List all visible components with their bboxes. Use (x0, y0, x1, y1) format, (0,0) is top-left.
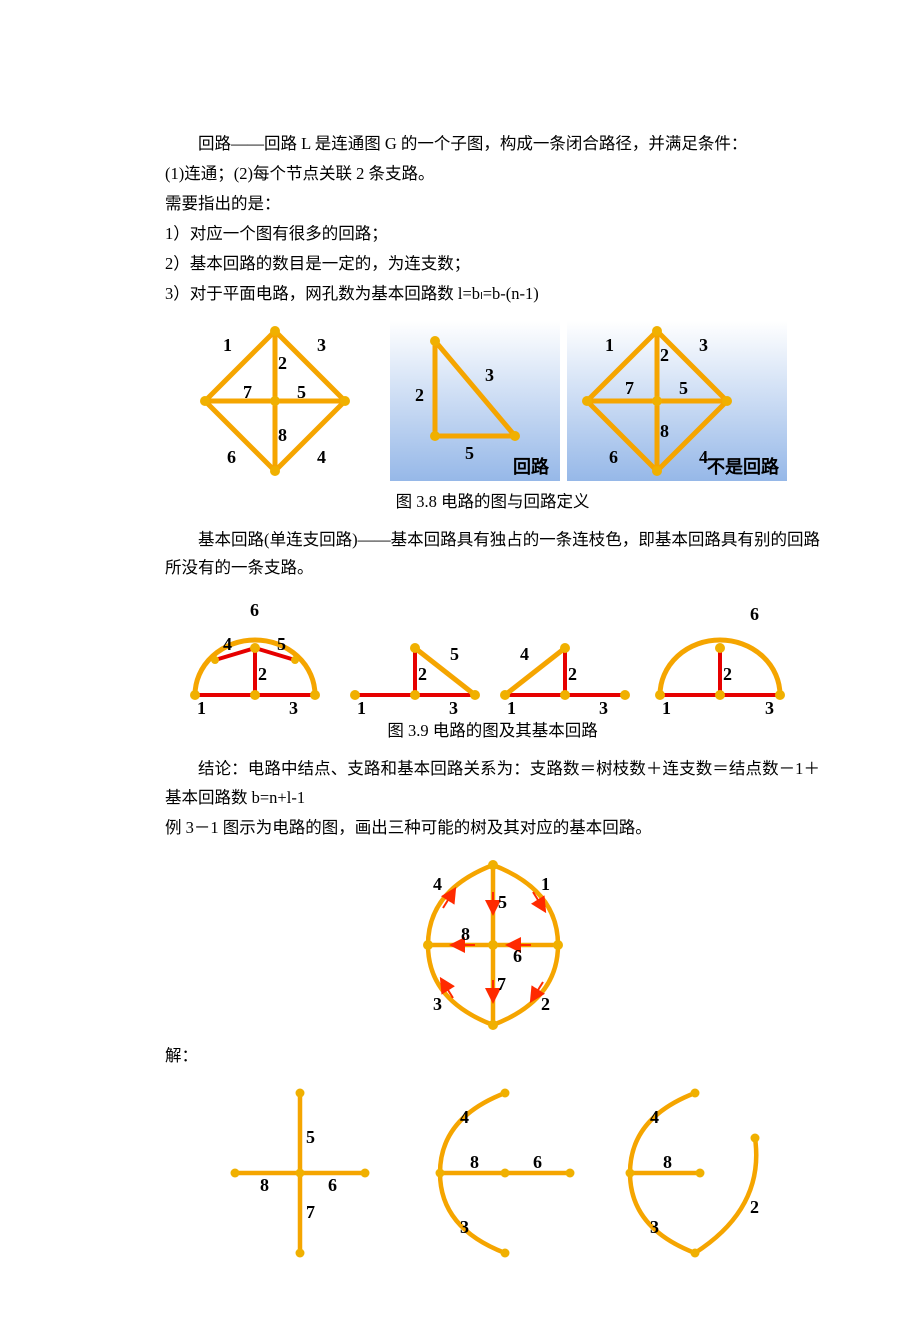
ex31-l7: 7 (497, 974, 506, 994)
figure-3-9: 6 4 5 1 2 3 (165, 590, 820, 715)
fig39-a-5: 5 (277, 634, 286, 654)
fig38-svg: 1 2 3 7 5 6 8 4 (165, 316, 805, 486)
para-example-3-1: 例 3－1 图示为电路的图，画出三种可能的树及其对应的基本回路。 (165, 814, 820, 842)
fig38-p3-caption: 不是回路 (707, 456, 780, 477)
fig38-p1-l8: 8 (278, 425, 287, 445)
fig38-p3-l3: 3 (699, 335, 708, 355)
fig38-p3-l6: 6 (609, 447, 618, 467)
fig38-panel-2: 3 2 5 回路 (390, 321, 560, 481)
fig39-a-1: 1 (197, 698, 206, 715)
fig39-d-3: 3 (765, 698, 774, 715)
fig39-c-1: 1 (507, 698, 516, 715)
fig38-p2-l3: 3 (485, 365, 494, 385)
fig39-a-4: 4 (223, 634, 232, 654)
tree-a-6: 6 (328, 1175, 337, 1195)
fig38-p1-l4: 4 (317, 447, 326, 467)
fig38-p3-l1: 1 (605, 335, 614, 355)
fig38-p3-l8: 8 (660, 421, 669, 441)
fig39-c-4: 4 (520, 644, 529, 664)
fig38-p1-l5: 5 (297, 382, 306, 402)
trees-svg: 5 8 6 7 (165, 1078, 805, 1268)
tree-b-4: 4 (460, 1107, 469, 1127)
fig39-a-2: 2 (258, 664, 267, 684)
ex31-svg: 1 5 4 8 6 3 7 2 (383, 850, 603, 1040)
para-note-1: 1）对应一个图有很多的回路； (165, 220, 820, 248)
tree-c-3: 3 (650, 1217, 659, 1237)
tree-b-3: 3 (460, 1217, 469, 1237)
tree-b-6: 6 (533, 1152, 542, 1172)
para-basic-loop: 基本回路(单连支回路)——基本回路具有独占的一条连枝色，即基本回路具有别的回路所… (165, 526, 820, 582)
fig39-b: 5 1 2 3 (350, 643, 480, 715)
fig38-p1-l3: 3 (317, 335, 326, 355)
para-loop-def: 回路——回路 L 是连通图 G 的一个子图，构成一条闭合路径，并满足条件： (165, 130, 820, 158)
fig39-b-2: 2 (418, 664, 427, 684)
fig38-p3-l5: 5 (679, 378, 688, 398)
fig39-b-1: 1 (357, 698, 366, 715)
ex31-l5: 5 (498, 892, 507, 912)
ex31-l2: 2 (541, 994, 550, 1014)
para-note-intro: 需要指出的是： (165, 190, 820, 218)
caption-3-9: 图 3.9 电路的图及其基本回路 (165, 717, 820, 745)
figure-3-8: 1 2 3 7 5 6 8 4 (165, 316, 820, 486)
fig39-d-6: 6 (750, 604, 759, 624)
fig38-p3-l7: 7 (625, 378, 634, 398)
fig39-b-3: 3 (449, 698, 458, 715)
fig39-d-2: 2 (723, 664, 732, 684)
fig38-p1-l2: 2 (278, 353, 287, 373)
tree-c-8: 8 (663, 1152, 672, 1172)
tree-c: 4 8 3 2 (626, 1088, 760, 1257)
tree-a: 5 8 6 7 (231, 1088, 370, 1257)
ex31-l6: 6 (513, 946, 522, 966)
fig38-panel-1: 1 2 3 7 5 6 8 4 (200, 326, 350, 476)
fig39-c-3: 3 (599, 698, 608, 715)
example-3-1-graph: 1 5 4 8 6 3 7 2 (165, 850, 820, 1040)
fig39-svg: 6 4 5 1 2 3 (165, 590, 805, 715)
fig39-d-1: 1 (662, 698, 671, 715)
tree-a-8: 8 (260, 1175, 269, 1195)
para-note-2: 2）基本回路的数目是一定的，为连支数； (165, 250, 820, 278)
fig38-p1-l6: 6 (227, 447, 236, 467)
para-solution: 解： (165, 1042, 820, 1070)
ex31-l4: 4 (433, 874, 442, 894)
ex31-l3: 3 (433, 994, 442, 1014)
fig38-panel-3: 1 2 3 7 5 6 8 4 不是回路 (567, 321, 787, 481)
fig39-a-6: 6 (250, 600, 259, 620)
fig38-p1-l1: 1 (223, 335, 232, 355)
fig38-p2-l5: 5 (465, 443, 474, 463)
tree-a-7: 7 (306, 1202, 315, 1222)
solution-trees: 5 8 6 7 (165, 1078, 820, 1268)
fig38-p1-l7: 7 (243, 382, 252, 402)
tree-b-8: 8 (470, 1152, 479, 1172)
para-conditions: (1)连通；(2)每个节点关联 2 条支路。 (165, 160, 820, 188)
fig39-b-5: 5 (450, 644, 459, 664)
tree-a-5: 5 (306, 1127, 315, 1147)
para-note-3: 3）对于平面电路，网孔数为基本回路数 l=bₗ=b-(n-1) (165, 280, 820, 308)
fig39-a-3: 3 (289, 698, 298, 715)
ex31-l1: 1 (541, 874, 550, 894)
fig39-d: 6 1 2 3 (655, 604, 785, 715)
fig38-p2-caption: 回路 (513, 456, 550, 477)
fig39-c: 4 1 2 3 (500, 643, 630, 715)
fig38-p2-l2: 2 (415, 385, 424, 405)
tree-b: 4 8 6 3 (436, 1088, 575, 1257)
para-conclusion: 结论：电路中结点、支路和基本回路关系为：支路数＝树枝数＋连支数＝结点数－1＋基本… (165, 755, 820, 811)
tree-c-4: 4 (650, 1107, 659, 1127)
caption-3-8: 图 3.8 电路的图与回路定义 (165, 488, 820, 516)
fig39-a: 6 4 5 1 2 3 (190, 600, 320, 715)
ex31-l8: 8 (461, 924, 470, 944)
fig39-c-2: 2 (568, 664, 577, 684)
tree-c-2: 2 (750, 1197, 759, 1217)
fig38-p3-l2: 2 (660, 345, 669, 365)
